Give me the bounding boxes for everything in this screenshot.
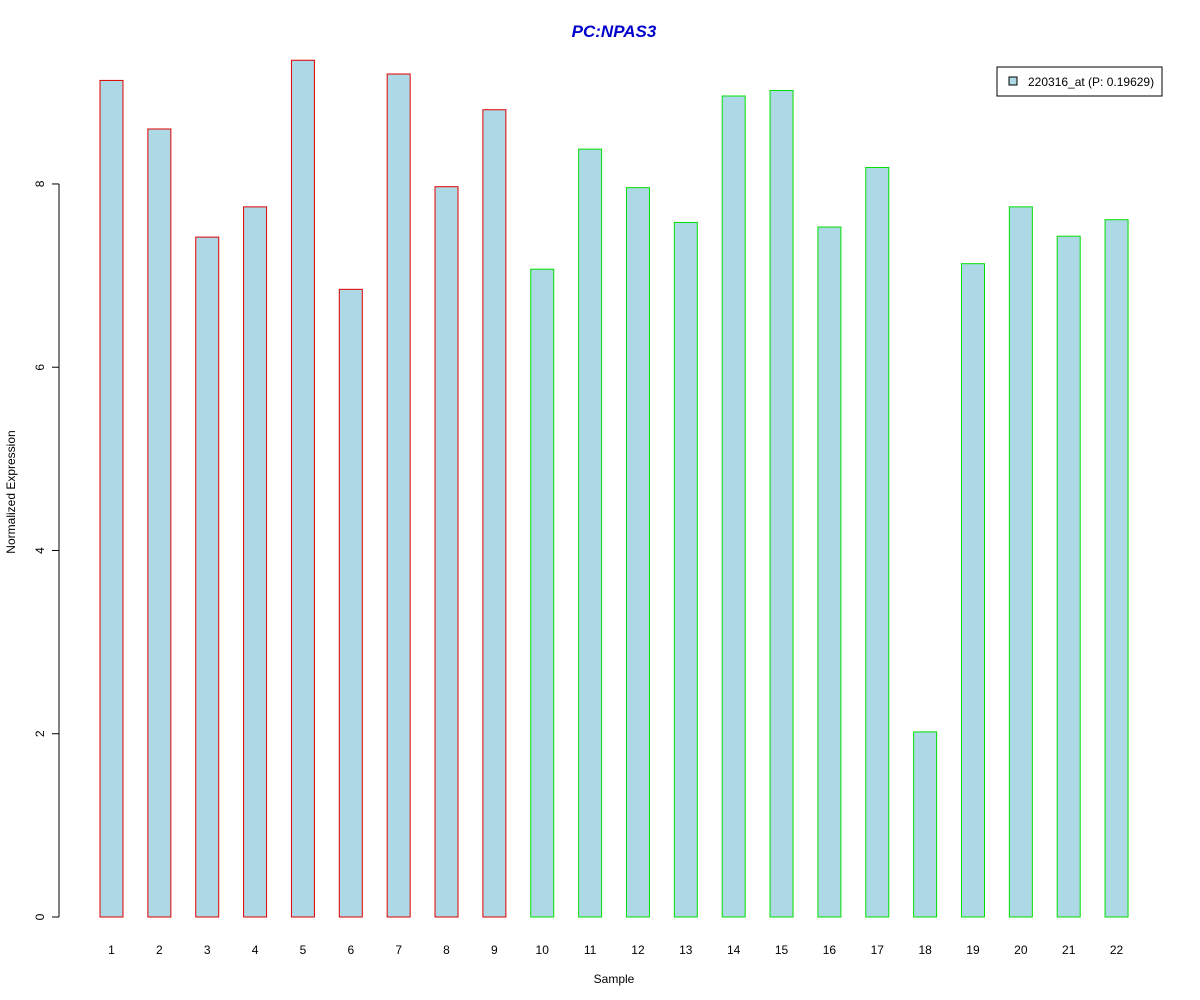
x-tick-label: 17 <box>871 943 885 957</box>
x-tick-label: 14 <box>727 943 741 957</box>
x-tick-label: 1 <box>108 943 115 957</box>
bar-group <box>99 59 1129 918</box>
y-tick-label: 4 <box>33 547 47 554</box>
bar-sample-18 <box>913 731 938 918</box>
x-tick-label: 10 <box>536 943 550 957</box>
chart-title: PC:NPAS3 <box>572 22 657 41</box>
x-tick-label: 4 <box>252 943 259 957</box>
bar-sample-14 <box>721 95 746 918</box>
x-tick-label: 12 <box>631 943 645 957</box>
bar-sample-12 <box>625 187 650 918</box>
x-tick-label: 21 <box>1062 943 1076 957</box>
bar-sample-7 <box>386 73 411 918</box>
bar-sample-11 <box>578 148 603 918</box>
bar-sample-5 <box>290 59 315 918</box>
x-tick-label: 15 <box>775 943 789 957</box>
bar-sample-15 <box>769 89 794 918</box>
x-tick-label: 20 <box>1014 943 1028 957</box>
x-tick-label: 13 <box>679 943 693 957</box>
y-axis-title: Normalized Expression <box>4 430 18 553</box>
bar-sample-10 <box>530 268 555 918</box>
x-tick-label: 2 <box>156 943 163 957</box>
x-tick-label: 3 <box>204 943 211 957</box>
bar-sample-4 <box>243 206 268 918</box>
y-tick-label: 2 <box>33 730 47 737</box>
x-tick-label: 8 <box>443 943 450 957</box>
bar-sample-8 <box>434 186 459 918</box>
bar-sample-9 <box>482 109 507 918</box>
bar-sample-17 <box>865 166 890 918</box>
x-tick-label: 11 <box>584 943 597 957</box>
bar-sample-13 <box>673 221 698 918</box>
bar-sample-22 <box>1104 219 1129 918</box>
y-tick-label: 0 <box>33 913 47 920</box>
bar-sample-6 <box>338 288 363 918</box>
bar-sample-3 <box>195 236 220 918</box>
y-tick-label: 8 <box>33 180 47 187</box>
bar-sample-1 <box>99 79 124 918</box>
x-tick-label: 7 <box>395 943 402 957</box>
y-tick-group: 0 2 4 6 8 <box>33 180 59 920</box>
x-tick-label: 16 <box>823 943 837 957</box>
x-tick-label: 22 <box>1110 943 1124 957</box>
x-tick-label: 6 <box>347 943 354 957</box>
bar-sample-19 <box>960 263 985 918</box>
bar-sample-20 <box>1008 206 1033 918</box>
bar-sample-2 <box>147 128 172 918</box>
y-tick-label: 6 <box>33 364 47 371</box>
x-tick-label: 18 <box>918 943 932 957</box>
legend-swatch <box>1008 76 1018 86</box>
legend: 220316_at (P: 0.19629) <box>996 66 1163 97</box>
x-axis-title: Sample <box>594 972 635 986</box>
legend-label: 220316_at (P: 0.19629) <box>1028 75 1154 89</box>
x-tick-label: 19 <box>966 943 980 957</box>
x-tick-label: 5 <box>300 943 307 957</box>
x-tick-group: 1 2 3 4 5 6 7 8 9 10 11 12 13 14 15 16 17 18 19 20 21 22 <box>108 943 1123 957</box>
legend-box <box>996 66 1163 97</box>
bar-sample-16 <box>817 226 842 918</box>
bar-sample-21 <box>1056 235 1081 918</box>
x-tick-label: 9 <box>491 943 498 957</box>
